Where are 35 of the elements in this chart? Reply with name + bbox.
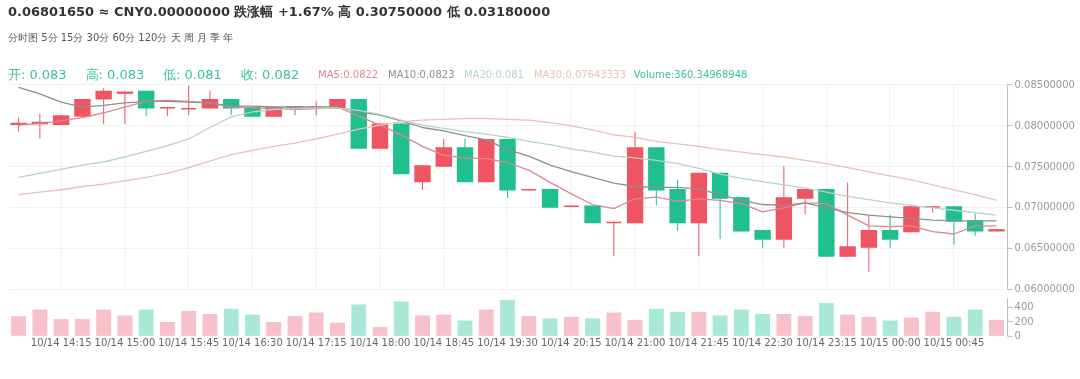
x-tick-label: 10/14 14:15 bbox=[30, 337, 92, 349]
x-tick-label: 10/14 18:00 bbox=[349, 337, 411, 349]
x-tick-label: 10/14 20:15 bbox=[540, 337, 602, 349]
x-tick-label: 10/14 19:30 bbox=[477, 337, 538, 349]
y-tick-label: 0 bbox=[1014, 330, 1021, 342]
y-tick-label: 0.06500000 bbox=[1014, 242, 1075, 254]
text: 高: 0.083 bbox=[85, 67, 145, 83]
chart-subtitle: 分时图 5分 15分 30分 60分 120分 天 周 月 季 年 bbox=[7, 32, 234, 44]
text: 开: 0.083 bbox=[7, 67, 67, 83]
text: 收: 0.082 bbox=[240, 67, 300, 83]
text: MA20:0.081 bbox=[463, 69, 525, 81]
x-tick-label: 10/15 00:00 bbox=[859, 337, 921, 349]
text: 低: 0.081 bbox=[163, 67, 222, 83]
x-tick-label: 10/14 16:30 bbox=[222, 337, 283, 349]
text: MA10:0.0823 bbox=[388, 69, 455, 81]
text: Volume:360.34968948 bbox=[633, 69, 748, 81]
y-tick-label: 0.07000000 bbox=[1014, 201, 1075, 213]
text: MA5:0.0822 bbox=[318, 69, 379, 81]
y-tick-label: 400 bbox=[1014, 301, 1034, 313]
y-tick-label: 0.08500000 bbox=[1014, 78, 1075, 90]
x-tick-label: 10/14 17:15 bbox=[285, 337, 347, 349]
x-tick-label: 10/14 23:15 bbox=[796, 337, 857, 349]
x-tick-label: 10/15 00:45 bbox=[923, 337, 985, 349]
x-tick-label: 10/14 15:00 bbox=[94, 337, 156, 349]
y-tick-label: 0.07500000 bbox=[1014, 160, 1075, 172]
y-tick-label: 0.06000000 bbox=[1014, 283, 1075, 295]
x-tick-label: 10/14 22:30 bbox=[732, 337, 793, 349]
chart-title: 0.06801650 ≈ CNY0.00000000 跌涨幅 +1.67% 高 0.30750000 低 0.03180000 bbox=[7, 4, 551, 20]
y-tick-label: 0.08000000 bbox=[1014, 119, 1075, 131]
x-tick-label: 10/14 15:45 bbox=[158, 337, 220, 349]
x-tick-label: 10/14 21:00 bbox=[604, 337, 666, 349]
x-tick-label: 10/14 21:45 bbox=[668, 337, 730, 349]
text: MA30:0.07643333 bbox=[533, 69, 626, 81]
y-tick-label: 200 bbox=[1014, 315, 1034, 327]
x-tick-label: 10/14 18:45 bbox=[413, 337, 475, 349]
